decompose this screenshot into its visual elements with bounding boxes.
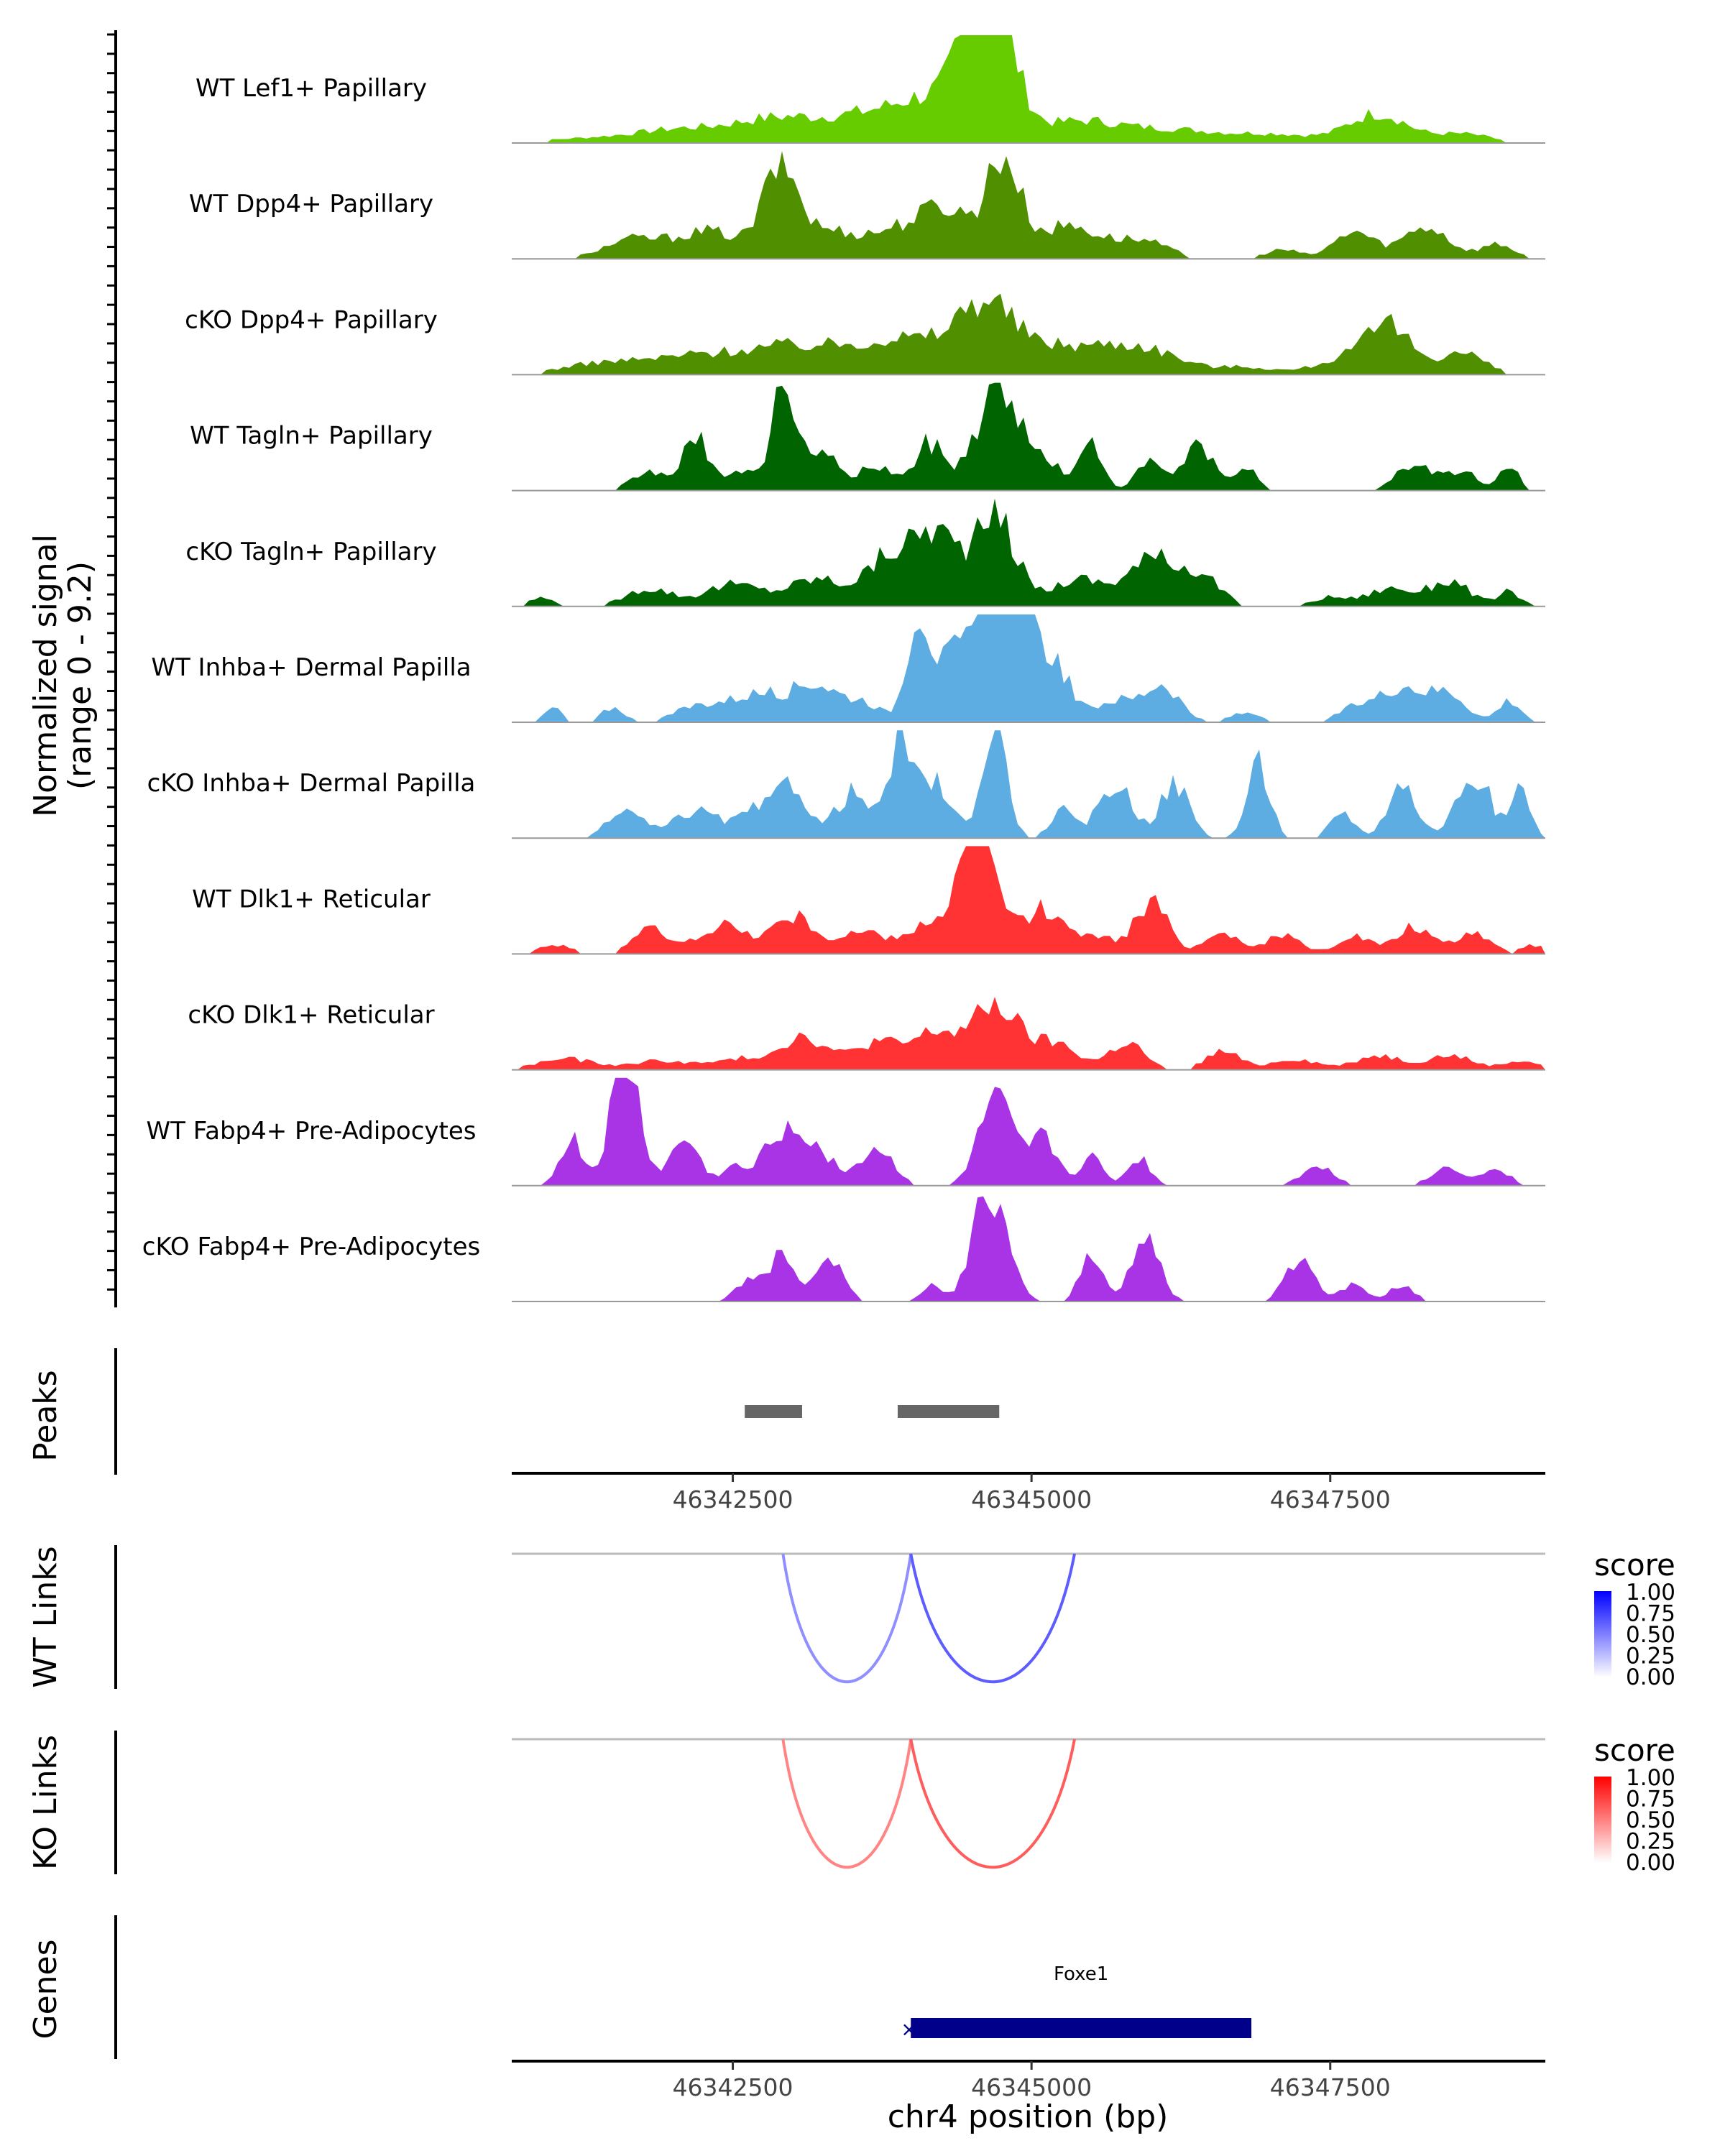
legend-colorbar: [1594, 1591, 1611, 1677]
legend-tick-label: 0.75: [1626, 1787, 1675, 1812]
coverage-track: WT Fabp4+ Pre-Adipocytes: [147, 1077, 1545, 1187]
gene-body: [911, 2018, 1252, 2038]
coverage-track: cKO Inhba+ Dermal Papilla: [147, 730, 1545, 839]
track-label: WT Inhba+ Dermal Papilla: [151, 653, 471, 682]
track-label: cKO Tagln+ Papillary: [185, 538, 436, 566]
legend-tick-label: 0.00: [1626, 1664, 1675, 1690]
ko-links-arcs: [512, 1738, 1545, 1869]
x-tick-label: 46342500: [673, 1485, 794, 1514]
link-arc: [781, 1553, 913, 1683]
legend-tick-label: 0.25: [1626, 1644, 1675, 1669]
legend-colorbar: [1594, 1777, 1611, 1863]
x-tick-label: 46347500: [1270, 1485, 1391, 1514]
coverage-y-axis: [107, 30, 117, 1308]
coverage-area: [512, 614, 1545, 722]
track-label: WT Dpp4+ Papillary: [189, 190, 433, 218]
track-label: WT Lef1+ Papillary: [196, 74, 427, 103]
x-tick-label: 46342500: [673, 2073, 794, 2101]
coverage-area: [512, 846, 1545, 954]
coverage-track: cKO Fabp4+ Pre-Adipocytes: [142, 1196, 1545, 1302]
coverage-area: [512, 730, 1545, 839]
coverage-track: WT Dpp4+ Papillary: [189, 151, 1545, 260]
link-arc: [909, 1738, 1076, 1869]
wt-links-label: WT Links: [27, 1546, 64, 1687]
legend-tick-label: 0.75: [1626, 1601, 1675, 1627]
coverage-track: WT Inhba+ Dermal Papilla: [151, 614, 1545, 723]
coverage-area: [512, 1196, 1545, 1302]
coverage-area: [512, 35, 1545, 143]
coverage-area: [512, 382, 1545, 491]
x-axis-middle: 46342500 46345000 46347500: [512, 1472, 1545, 1514]
track-label: WT Tagln+ Papillary: [190, 422, 433, 451]
legend-tick-label: 1.00: [1626, 1580, 1675, 1606]
coverage-tracks: WT Lef1+ Papillary WT Dpp4+ Papillary cKO …: [142, 35, 1545, 1302]
gene-strand-marker: ×: [901, 2017, 917, 2041]
x-tick-label: 46345000: [971, 1485, 1092, 1514]
coverage-ylabel: Normalized signal (range 0 - 9.2): [27, 534, 98, 817]
coverage-ylabel-line2: (range 0 - 9.2): [62, 561, 98, 790]
wt-links-arcs: [512, 1552, 1545, 1683]
coverage-area: [512, 997, 1545, 1070]
coverage-track: WT Tagln+ Papillary: [190, 382, 1545, 492]
peaks-label: Peaks: [27, 1370, 64, 1461]
legend-tick-label: 0.50: [1626, 1807, 1675, 1833]
coverage-track: cKO Tagln+ Papillary: [185, 498, 1545, 607]
coverage-area: [512, 293, 1545, 375]
coverage-track: WT Lef1+ Papillary: [196, 35, 1545, 144]
coverage-area: [512, 498, 1545, 607]
coverage-area: [512, 1077, 1545, 1186]
coverage-ylabel-line1: Normalized signal: [27, 534, 64, 817]
peak-region: [745, 1405, 802, 1418]
track-label: WT Dlk1+ Reticular: [192, 885, 431, 913]
track-label: cKO Dlk1+ Reticular: [188, 1001, 434, 1030]
gene-name: Foxe1: [1054, 1963, 1108, 1985]
legend-tick-label: 0.25: [1626, 1829, 1675, 1855]
track-label: cKO Dpp4+ Papillary: [185, 305, 438, 334]
x-axis-label: chr4 position (bp): [888, 2099, 1169, 2135]
genes-label: Genes: [27, 1939, 64, 2039]
coverage-area: [512, 151, 1545, 259]
legend-tick-label: 1.00: [1626, 1765, 1675, 1791]
track-label: WT Fabp4+ Pre-Adipocytes: [147, 1117, 477, 1146]
legend-title: score: [1594, 1733, 1675, 1768]
legend-tick-label: 0.00: [1626, 1850, 1675, 1876]
legend-tick-label: 0.50: [1626, 1622, 1675, 1648]
link-arc: [909, 1553, 1076, 1683]
legend-title: score: [1594, 1547, 1675, 1583]
track-label: cKO Fabp4+ Pre-Adipocytes: [142, 1233, 481, 1261]
x-tick-label: 46347500: [1270, 2073, 1391, 2101]
peak-region: [897, 1405, 1000, 1418]
track-label: cKO Inhba+ Dermal Papilla: [147, 769, 476, 798]
link-arc: [781, 1738, 913, 1869]
coverage-track: cKO Dlk1+ Reticular: [188, 997, 1545, 1071]
x-tick-label: 46345000: [971, 2073, 1092, 2101]
ko-links-label: KO Links: [27, 1735, 64, 1870]
coverage-track: WT Dlk1+ Reticular: [192, 846, 1545, 955]
x-axis-bottom: 46342500 46345000 46347500: [512, 2060, 1545, 2101]
coverage-track: cKO Dpp4+ Papillary: [185, 293, 1545, 376]
gene-models: Foxe1 ×: [901, 1963, 1252, 2041]
peak-regions: [745, 1405, 1000, 1418]
